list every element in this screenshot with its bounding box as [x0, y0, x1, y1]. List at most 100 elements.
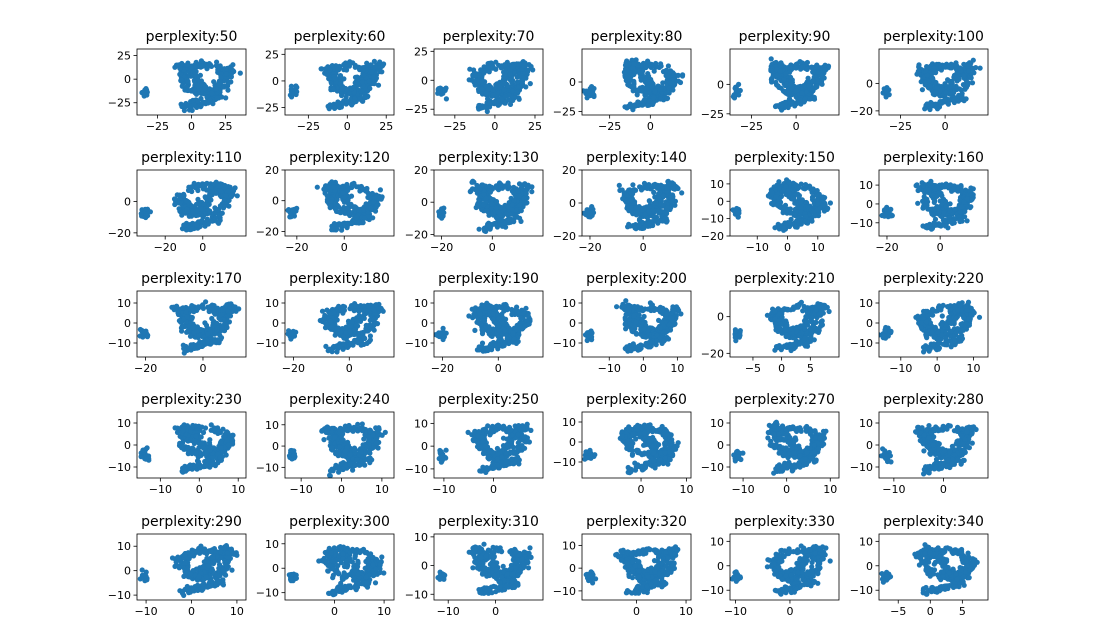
scatter-point	[961, 199, 967, 205]
x-tick-label: 0	[640, 241, 647, 254]
scatter-point	[380, 62, 386, 69]
scatter-points	[285, 179, 385, 233]
scatter-point	[479, 78, 485, 84]
scatter-point	[959, 93, 965, 99]
scatter-point	[360, 83, 366, 89]
scatter-point	[179, 328, 185, 334]
scatter-point	[202, 194, 208, 200]
scatter-point	[502, 63, 508, 69]
scatter-point	[360, 68, 366, 74]
y-tick-label: 0	[569, 197, 576, 210]
scatter-point	[371, 199, 377, 205]
scatter-point	[498, 204, 504, 210]
scatter-point	[187, 333, 194, 339]
scatter-point	[362, 94, 368, 100]
scatter-point	[314, 184, 320, 190]
scatter-point	[957, 217, 963, 223]
scatter-point	[368, 69, 375, 75]
scatter-point	[939, 197, 946, 203]
scatter-point	[635, 62, 641, 68]
scatter-point	[815, 78, 821, 84]
scatter-point	[189, 107, 195, 113]
scatter-point	[804, 66, 810, 72]
scatter-point	[943, 89, 949, 95]
axes-frame	[284, 169, 395, 237]
scatter-point	[351, 180, 357, 186]
scatter-point	[335, 99, 341, 105]
scatter-point	[787, 206, 794, 212]
scatter-point	[505, 83, 511, 89]
scatter-point	[783, 71, 789, 77]
y-tick-label: 20	[562, 164, 576, 177]
scatter-point	[639, 207, 645, 213]
scatter-points	[436, 178, 535, 234]
scatter-point	[523, 191, 529, 197]
scatter-point	[359, 79, 365, 85]
scatter-point	[497, 84, 503, 90]
scatter-point	[228, 192, 234, 198]
scatter-point	[780, 204, 787, 210]
scatter-point	[646, 220, 652, 226]
y-tick-label: 0	[421, 74, 428, 87]
scatter-point	[498, 222, 505, 228]
scatter-point	[216, 220, 222, 226]
scatter-point	[820, 74, 826, 81]
scatter-point	[516, 193, 523, 199]
scatter-points	[582, 57, 686, 113]
y-tick-label: −10	[701, 213, 724, 226]
scatter-point	[337, 81, 343, 87]
scatter-point	[368, 205, 374, 211]
scatter-point	[655, 220, 661, 226]
scatter-point	[774, 202, 780, 208]
scatter-point	[223, 71, 230, 77]
scatter-point	[929, 103, 935, 109]
scatter-point	[926, 187, 932, 193]
scatter-point	[514, 79, 520, 85]
scatter-point	[481, 64, 487, 70]
scatter-point	[508, 216, 514, 222]
subplot-title: perplexity:150	[734, 150, 835, 166]
scatter-point	[958, 183, 964, 189]
x-tick-label: 0	[491, 120, 498, 133]
scatter-point	[768, 56, 774, 62]
scatter-point	[779, 107, 785, 113]
scatter-point	[179, 212, 185, 218]
scatter-point	[202, 83, 208, 90]
axes-frame	[878, 169, 989, 237]
scatter-point	[792, 212, 798, 218]
scatter-point	[591, 85, 597, 92]
scatter-point	[735, 210, 741, 216]
scatter-point	[209, 302, 215, 308]
scatter-point	[656, 194, 662, 200]
scatter-point	[646, 208, 652, 215]
scatter-point	[970, 186, 976, 192]
scatter-point	[814, 62, 820, 68]
scatter-point	[948, 80, 954, 86]
subplot-title: perplexity:90	[739, 29, 831, 45]
scatter-point	[379, 69, 385, 75]
scatter-point	[344, 205, 350, 211]
scatter-point	[670, 185, 676, 191]
scatter-point	[517, 202, 523, 208]
scatter-point	[660, 80, 666, 86]
scatter-point	[819, 81, 825, 87]
scatter-point	[213, 179, 219, 185]
y-tick-label: 25	[414, 45, 428, 58]
scatter-point	[679, 73, 686, 79]
scatter-point	[936, 209, 943, 215]
subplot-4: perplexity:80−25 00−25	[553, 29, 692, 133]
scatter-point	[189, 226, 195, 232]
x-tick-label: −10	[746, 241, 769, 254]
axes-frame	[878, 48, 989, 116]
scatter-point	[924, 196, 930, 202]
scatter-point	[802, 96, 808, 102]
scatter-point	[330, 184, 336, 190]
scatter-point	[498, 182, 504, 188]
scatter-point	[529, 184, 535, 190]
scatter-point	[778, 85, 784, 91]
scatter-point	[204, 187, 210, 193]
scatter-point	[624, 105, 630, 111]
scatter-point	[347, 209, 353, 215]
